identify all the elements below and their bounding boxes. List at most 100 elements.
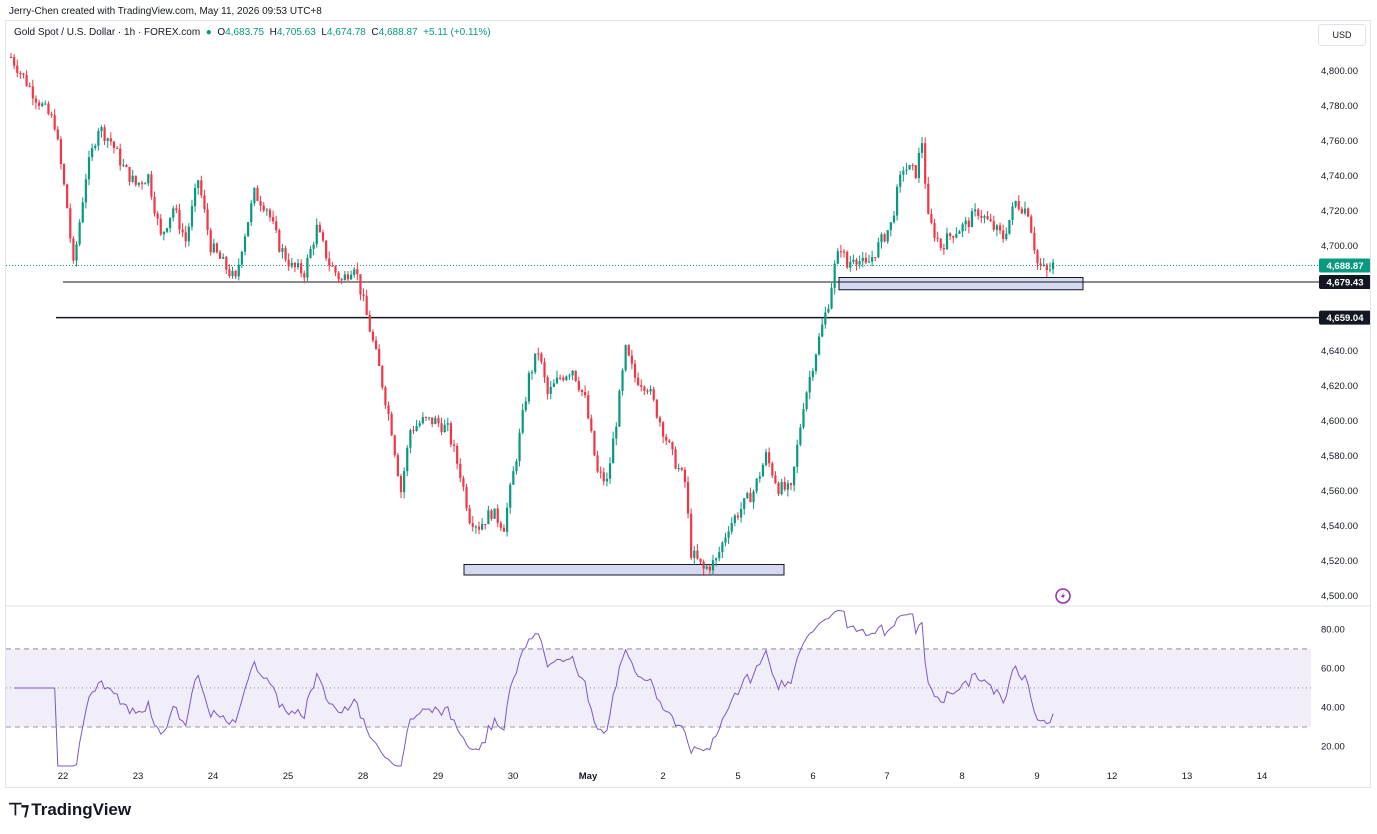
candle-body (215, 243, 219, 253)
candle-body (949, 233, 952, 236)
candle-body (103, 127, 106, 141)
candle-body (112, 141, 116, 148)
candle-body (917, 152, 921, 179)
currency-button[interactable]: USD (1318, 24, 1366, 46)
candle-body (209, 230, 212, 253)
candle-body (275, 221, 278, 231)
candle-body (799, 427, 802, 445)
candle-body (406, 447, 409, 472)
candle-body (44, 103, 47, 105)
candle-body (911, 164, 914, 166)
candle-body (952, 235, 955, 238)
candle-body (50, 114, 53, 116)
candle-body (905, 169, 908, 171)
candle-body (686, 482, 690, 514)
candle-body (580, 389, 584, 392)
candle-body (711, 560, 715, 571)
candle-body (197, 180, 200, 188)
candle-body (427, 417, 431, 419)
candle-body (228, 269, 231, 276)
candle-body (119, 148, 122, 166)
candle-body (983, 216, 986, 218)
candle-body (243, 236, 247, 252)
candle-body (403, 471, 406, 493)
candle-body (518, 432, 521, 462)
candle-body (1020, 208, 1023, 214)
rsi-tick-label: 80.00 (1321, 624, 1345, 635)
candle-body (468, 508, 471, 523)
candle-body (203, 195, 206, 210)
candle-body (281, 248, 284, 252)
candle-body (368, 315, 371, 332)
candle-body (615, 426, 618, 439)
symbol-name[interactable]: Gold Spot / U.S. Dollar · 1h · FOREX.com (14, 27, 201, 38)
demand-zone (463, 564, 785, 576)
candle-body (715, 558, 718, 561)
candle-body (115, 147, 119, 149)
candle-body (456, 445, 459, 464)
price-tick-label: 4,520.00 (1321, 556, 1358, 567)
candle-body (56, 129, 59, 140)
candle-body (69, 208, 72, 239)
candle-body (661, 422, 665, 437)
candle-body (471, 522, 474, 528)
candle-body (802, 409, 805, 428)
chart-canvas[interactable]: 4,800.00 4,780.00 4,760.00 4,740.00 4,720.00… (6, 21, 1370, 787)
candle-body (1027, 208, 1030, 217)
candle-body (892, 215, 896, 223)
candle-body (325, 240, 328, 259)
candle-body (895, 186, 899, 216)
candle-body (490, 510, 493, 519)
candle-body (318, 224, 321, 233)
candle-body (1014, 201, 1017, 207)
candle-body (730, 522, 733, 532)
candle-body (989, 219, 992, 222)
candle-body (783, 481, 786, 490)
candle-body (22, 73, 25, 75)
candle-body (886, 230, 889, 242)
candle-body (540, 353, 543, 362)
candle-body (867, 261, 871, 263)
candle-body (998, 225, 1002, 231)
candle-body (315, 224, 318, 245)
candle-body (84, 179, 87, 203)
candle-body (240, 251, 243, 265)
candle-body (28, 85, 31, 87)
candle-body (296, 263, 300, 268)
legend-dot-icon: ● (205, 27, 212, 38)
candle-body (696, 550, 699, 559)
candle-body (521, 410, 524, 433)
candle-body (493, 508, 496, 519)
candle-body (771, 463, 774, 476)
price-tick-label: 4,600.00 (1321, 416, 1358, 427)
level-price-tag (1319, 310, 1370, 325)
price-tick-label: 4,640.00 (1321, 346, 1358, 357)
candle-body (752, 491, 755, 503)
candle-body (431, 417, 434, 425)
candle-body (1008, 219, 1011, 234)
candle-body (902, 170, 905, 175)
candle-body (839, 251, 843, 253)
candle-body (193, 187, 197, 207)
candle-body (789, 483, 793, 486)
candle-body (150, 174, 153, 197)
candle-body (259, 200, 262, 206)
candle-body (306, 257, 309, 278)
candle-body (793, 466, 796, 486)
candle-body (546, 377, 549, 394)
candle-body (222, 257, 225, 259)
candle-body (593, 431, 596, 456)
candle-body (537, 353, 540, 355)
candle-body (128, 166, 131, 182)
candle-body (462, 478, 465, 487)
candle-body (964, 220, 967, 225)
candle-body (914, 165, 917, 179)
price-tick-label: 4,560.00 (1321, 486, 1358, 497)
brand-name: TradingView (31, 800, 132, 819)
candle-body (690, 513, 693, 558)
candle-body (674, 449, 677, 469)
level-price-label: 4,659.04 (1327, 313, 1365, 324)
candle-body (374, 340, 378, 350)
candle-body (125, 165, 128, 167)
candle-body (877, 242, 880, 258)
